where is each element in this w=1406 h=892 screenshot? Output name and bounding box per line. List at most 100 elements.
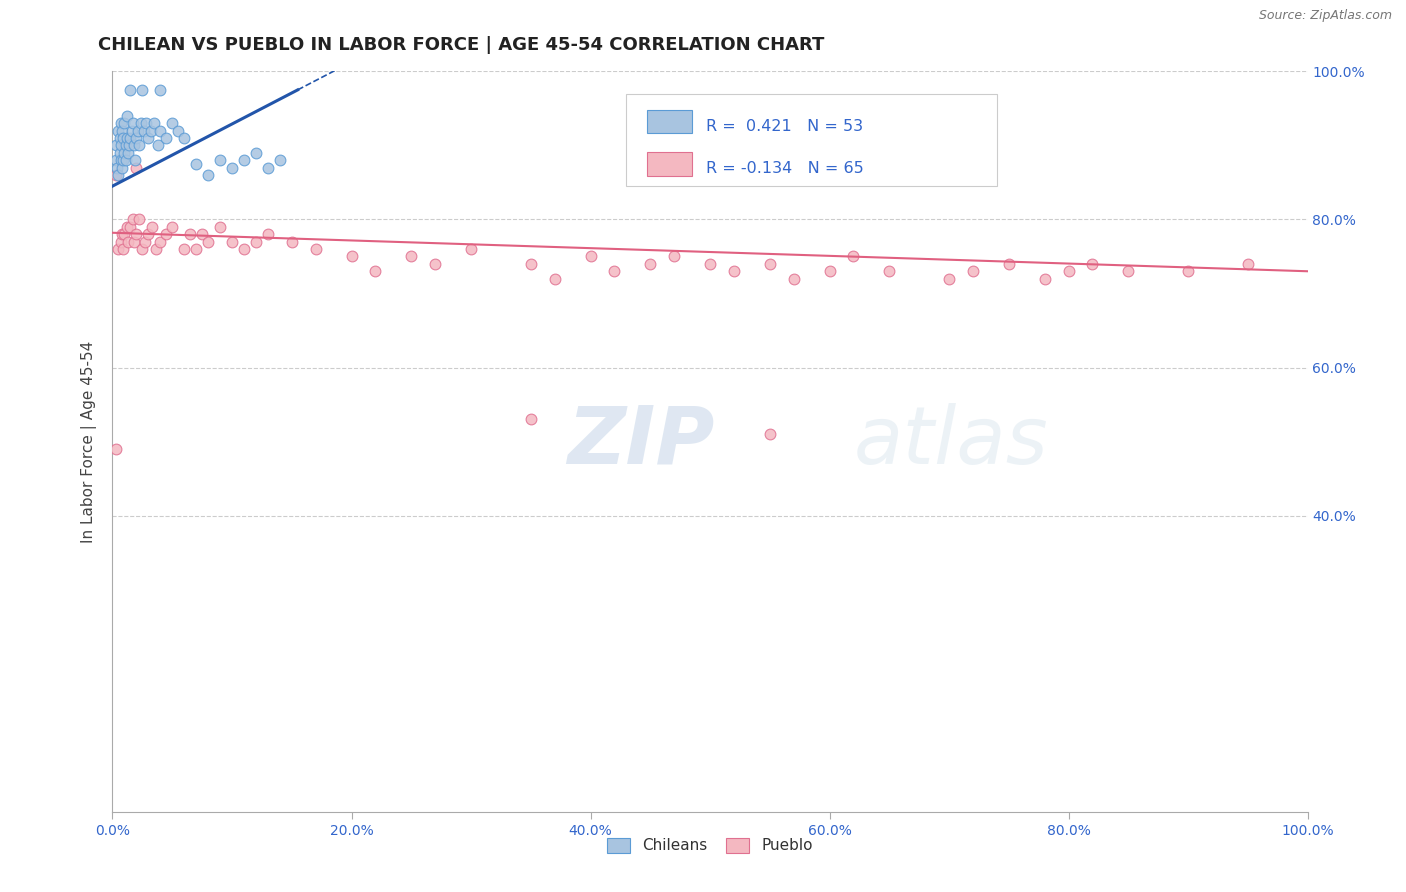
Point: [221, 235, 243, 249]
Bar: [647, 153, 692, 176]
Point: [138, 131, 160, 145]
Point: [197, 235, 219, 249]
Point: [818, 264, 841, 278]
Point: [842, 250, 865, 264]
Point: [138, 227, 160, 242]
Point: [114, 227, 135, 242]
Point: [233, 153, 256, 168]
FancyBboxPatch shape: [627, 94, 997, 186]
Point: [111, 123, 134, 137]
Point: [520, 412, 543, 426]
Y-axis label: In Labor Force | Age 45-54: In Labor Force | Age 45-54: [80, 341, 97, 542]
Point: [879, 264, 901, 278]
Point: [108, 145, 131, 160]
Point: [121, 116, 143, 130]
Point: [520, 257, 543, 271]
Point: [122, 235, 145, 249]
Legend: Chileans, Pueblo: Chileans, Pueblo: [602, 831, 818, 860]
Point: [759, 257, 782, 271]
Point: [120, 131, 142, 145]
Point: [105, 138, 128, 153]
Point: [364, 264, 387, 278]
Point: [111, 227, 134, 242]
Point: [117, 235, 139, 249]
Point: [112, 153, 135, 168]
Point: [108, 131, 131, 145]
Point: [131, 242, 153, 256]
Point: [699, 257, 721, 271]
Point: [120, 83, 142, 97]
Point: [118, 138, 141, 153]
Point: [221, 161, 243, 175]
Point: [305, 242, 328, 256]
Point: [162, 116, 183, 130]
Point: [543, 271, 565, 285]
Point: [186, 157, 208, 171]
Text: ZIP: ZIP: [567, 402, 714, 481]
Text: R = -0.134   N = 65: R = -0.134 N = 65: [706, 161, 865, 176]
Point: [128, 212, 150, 227]
Point: [179, 227, 201, 242]
Point: [110, 153, 132, 168]
Point: [938, 271, 960, 285]
Point: [105, 442, 128, 456]
Point: [105, 161, 128, 175]
Point: [115, 109, 138, 123]
Point: [245, 235, 267, 249]
Point: [125, 161, 148, 175]
Point: [114, 116, 135, 130]
Point: [139, 123, 162, 137]
Point: [269, 153, 291, 168]
Point: [759, 427, 782, 442]
Point: [149, 83, 172, 97]
Point: [723, 264, 745, 278]
Point: [115, 131, 138, 145]
Point: [114, 145, 135, 160]
Text: CHILEAN VS PUEBLO IN LABOR FORCE | AGE 45-54 CORRELATION CHART: CHILEAN VS PUEBLO IN LABOR FORCE | AGE 4…: [98, 36, 825, 54]
Point: [155, 131, 177, 145]
Point: [209, 153, 232, 168]
Point: [149, 235, 172, 249]
Point: [107, 242, 129, 256]
Point: [233, 242, 256, 256]
Point: [114, 138, 136, 153]
Point: [112, 242, 135, 256]
Point: [425, 257, 447, 271]
Point: [782, 271, 804, 285]
Point: [125, 131, 148, 145]
Point: [401, 250, 423, 264]
Point: [128, 138, 150, 153]
Point: [107, 123, 129, 137]
Point: [167, 123, 190, 137]
Point: [155, 227, 177, 242]
Point: [1177, 264, 1199, 278]
Point: [1033, 271, 1056, 285]
Point: [120, 219, 142, 234]
Point: [1118, 264, 1140, 278]
Point: [141, 219, 163, 234]
Point: [135, 116, 157, 130]
Point: [186, 242, 208, 256]
Point: [664, 250, 686, 264]
Text: R =  0.421   N = 53: R = 0.421 N = 53: [706, 119, 863, 134]
Point: [640, 257, 662, 271]
Point: [173, 131, 195, 145]
Point: [134, 235, 156, 249]
Point: [143, 116, 166, 130]
Point: [132, 123, 155, 137]
Point: [114, 153, 136, 168]
Point: [115, 219, 138, 234]
Point: [998, 257, 1021, 271]
Point: [1081, 257, 1104, 271]
Point: [173, 242, 195, 256]
Point: [281, 235, 304, 249]
Point: [1237, 257, 1260, 271]
Point: [1057, 264, 1080, 278]
Point: [105, 168, 128, 182]
Point: [145, 242, 167, 256]
Point: [124, 153, 146, 168]
Point: [162, 219, 183, 234]
Point: [107, 168, 129, 182]
Point: [146, 138, 169, 153]
Point: [209, 219, 232, 234]
